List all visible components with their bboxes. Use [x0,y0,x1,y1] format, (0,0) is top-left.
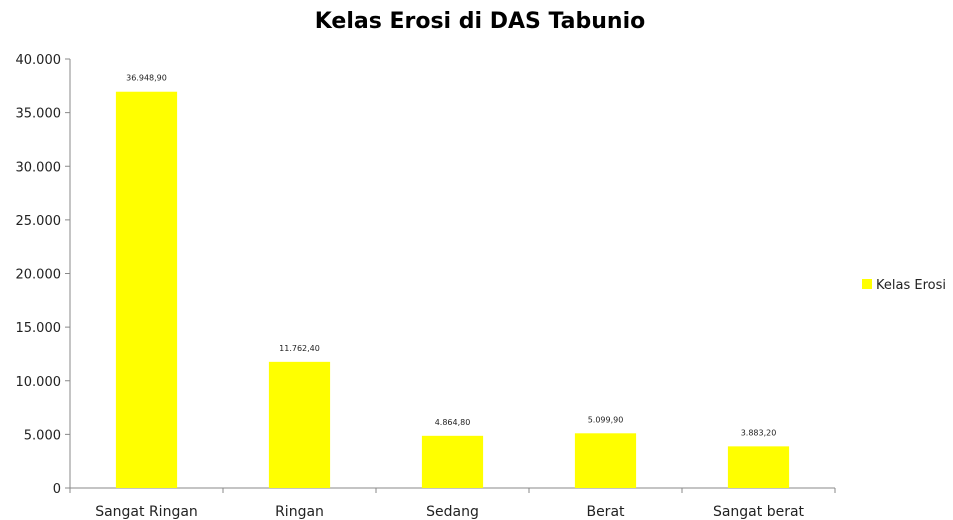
y-tick-label: 5.000 [24,428,61,443]
legend-swatch [862,279,872,289]
bar [268,361,331,488]
data-label: 11.762,40 [279,344,320,353]
data-label: 3.883,20 [741,428,777,437]
bars-group: 36.948,90 11.762,40 4.864,80 5.099,90 3.883,… [115,74,790,488]
y-tick-label: 10.000 [16,375,62,390]
y-tick-label: 40.000 [16,53,62,68]
y-tick-label: 30.000 [16,160,62,175]
x-tick-label: Sangat berat [713,504,805,520]
bar [574,433,637,488]
bar [115,91,178,488]
x-tick-label: Sedang [426,504,479,520]
y-tick-label: 20.000 [16,268,62,283]
y-tick-label: 35.000 [16,107,62,122]
x-tick-label: Ringan [275,504,324,520]
y-tick-label: 15.000 [16,321,62,336]
axes-group: 0 5.000 10.000 15.000 20.000 25.000 30.000 35.0… [16,53,836,520]
x-tick-label: Berat [586,504,625,520]
data-label: 5.099,90 [588,415,624,424]
bar [421,435,484,488]
y-tick-label: 25.000 [16,214,62,229]
legend-label: Kelas Erosi [876,278,946,293]
x-tick-label: Sangat Ringan [95,504,198,520]
bar [727,446,790,488]
legend: Kelas Erosi [862,278,946,293]
data-label: 4.864,80 [435,418,471,427]
chart-title: Kelas Erosi di DAS Tabunio [315,9,646,34]
data-label: 36.948,90 [126,74,167,83]
y-tick-label: 0 [53,482,61,497]
